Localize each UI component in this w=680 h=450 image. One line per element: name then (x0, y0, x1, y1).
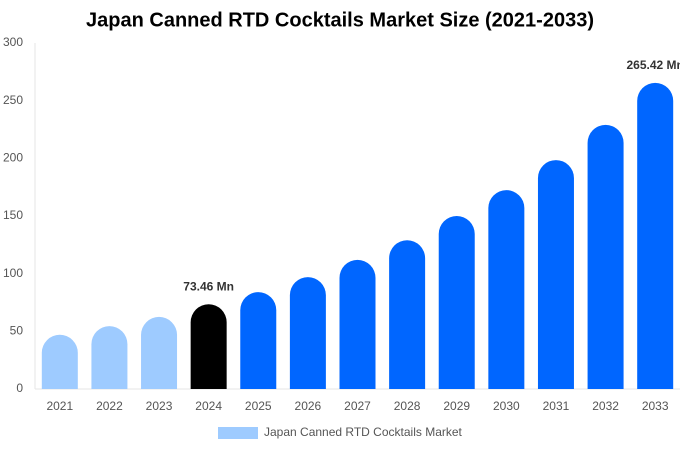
bar (190, 304, 227, 389)
x-tick-label: 2030 (493, 399, 520, 413)
x-tick-label: 2033 (642, 399, 669, 413)
bar (289, 277, 326, 389)
x-tick-label: 2022 (96, 399, 123, 413)
y-tick-label: 300 (3, 35, 23, 49)
y-tick-label: 50 (10, 324, 24, 338)
bar (91, 326, 128, 389)
y-tick-label: 250 (3, 93, 23, 107)
x-tick-label: 2029 (443, 399, 470, 413)
legend-label: Japan Canned RTD Cocktails Market (264, 425, 463, 439)
x-tick-label: 2023 (146, 399, 173, 413)
bar (537, 160, 574, 389)
x-tick-label: 2021 (46, 399, 73, 413)
x-tick-label: 2026 (295, 399, 322, 413)
bar (587, 124, 624, 390)
value-label: 73.46 Mn (183, 279, 234, 293)
bar (438, 216, 475, 389)
x-tick-label: 2024 (195, 399, 222, 413)
x-tick-label: 2028 (394, 399, 421, 413)
legend-swatch (218, 427, 258, 439)
x-tick-label: 2032 (592, 399, 619, 413)
x-tick-label: 2027 (344, 399, 371, 413)
y-tick-label: 200 (3, 151, 23, 165)
y-tick-label: 150 (3, 208, 23, 222)
x-tick-label: 2031 (543, 399, 570, 413)
bar (637, 82, 674, 389)
y-tick-label: 100 (3, 266, 23, 280)
x-tick-label: 2025 (245, 399, 272, 413)
bar (339, 259, 376, 389)
bar (41, 334, 78, 389)
bar (389, 240, 426, 389)
y-tick-label: 0 (16, 381, 23, 395)
bar (240, 292, 277, 389)
chart-title: Japan Canned RTD Cocktails Market Size (… (86, 9, 594, 31)
bar (141, 316, 178, 389)
value-label: 265.42 Mn (627, 58, 680, 72)
bar (488, 190, 525, 389)
